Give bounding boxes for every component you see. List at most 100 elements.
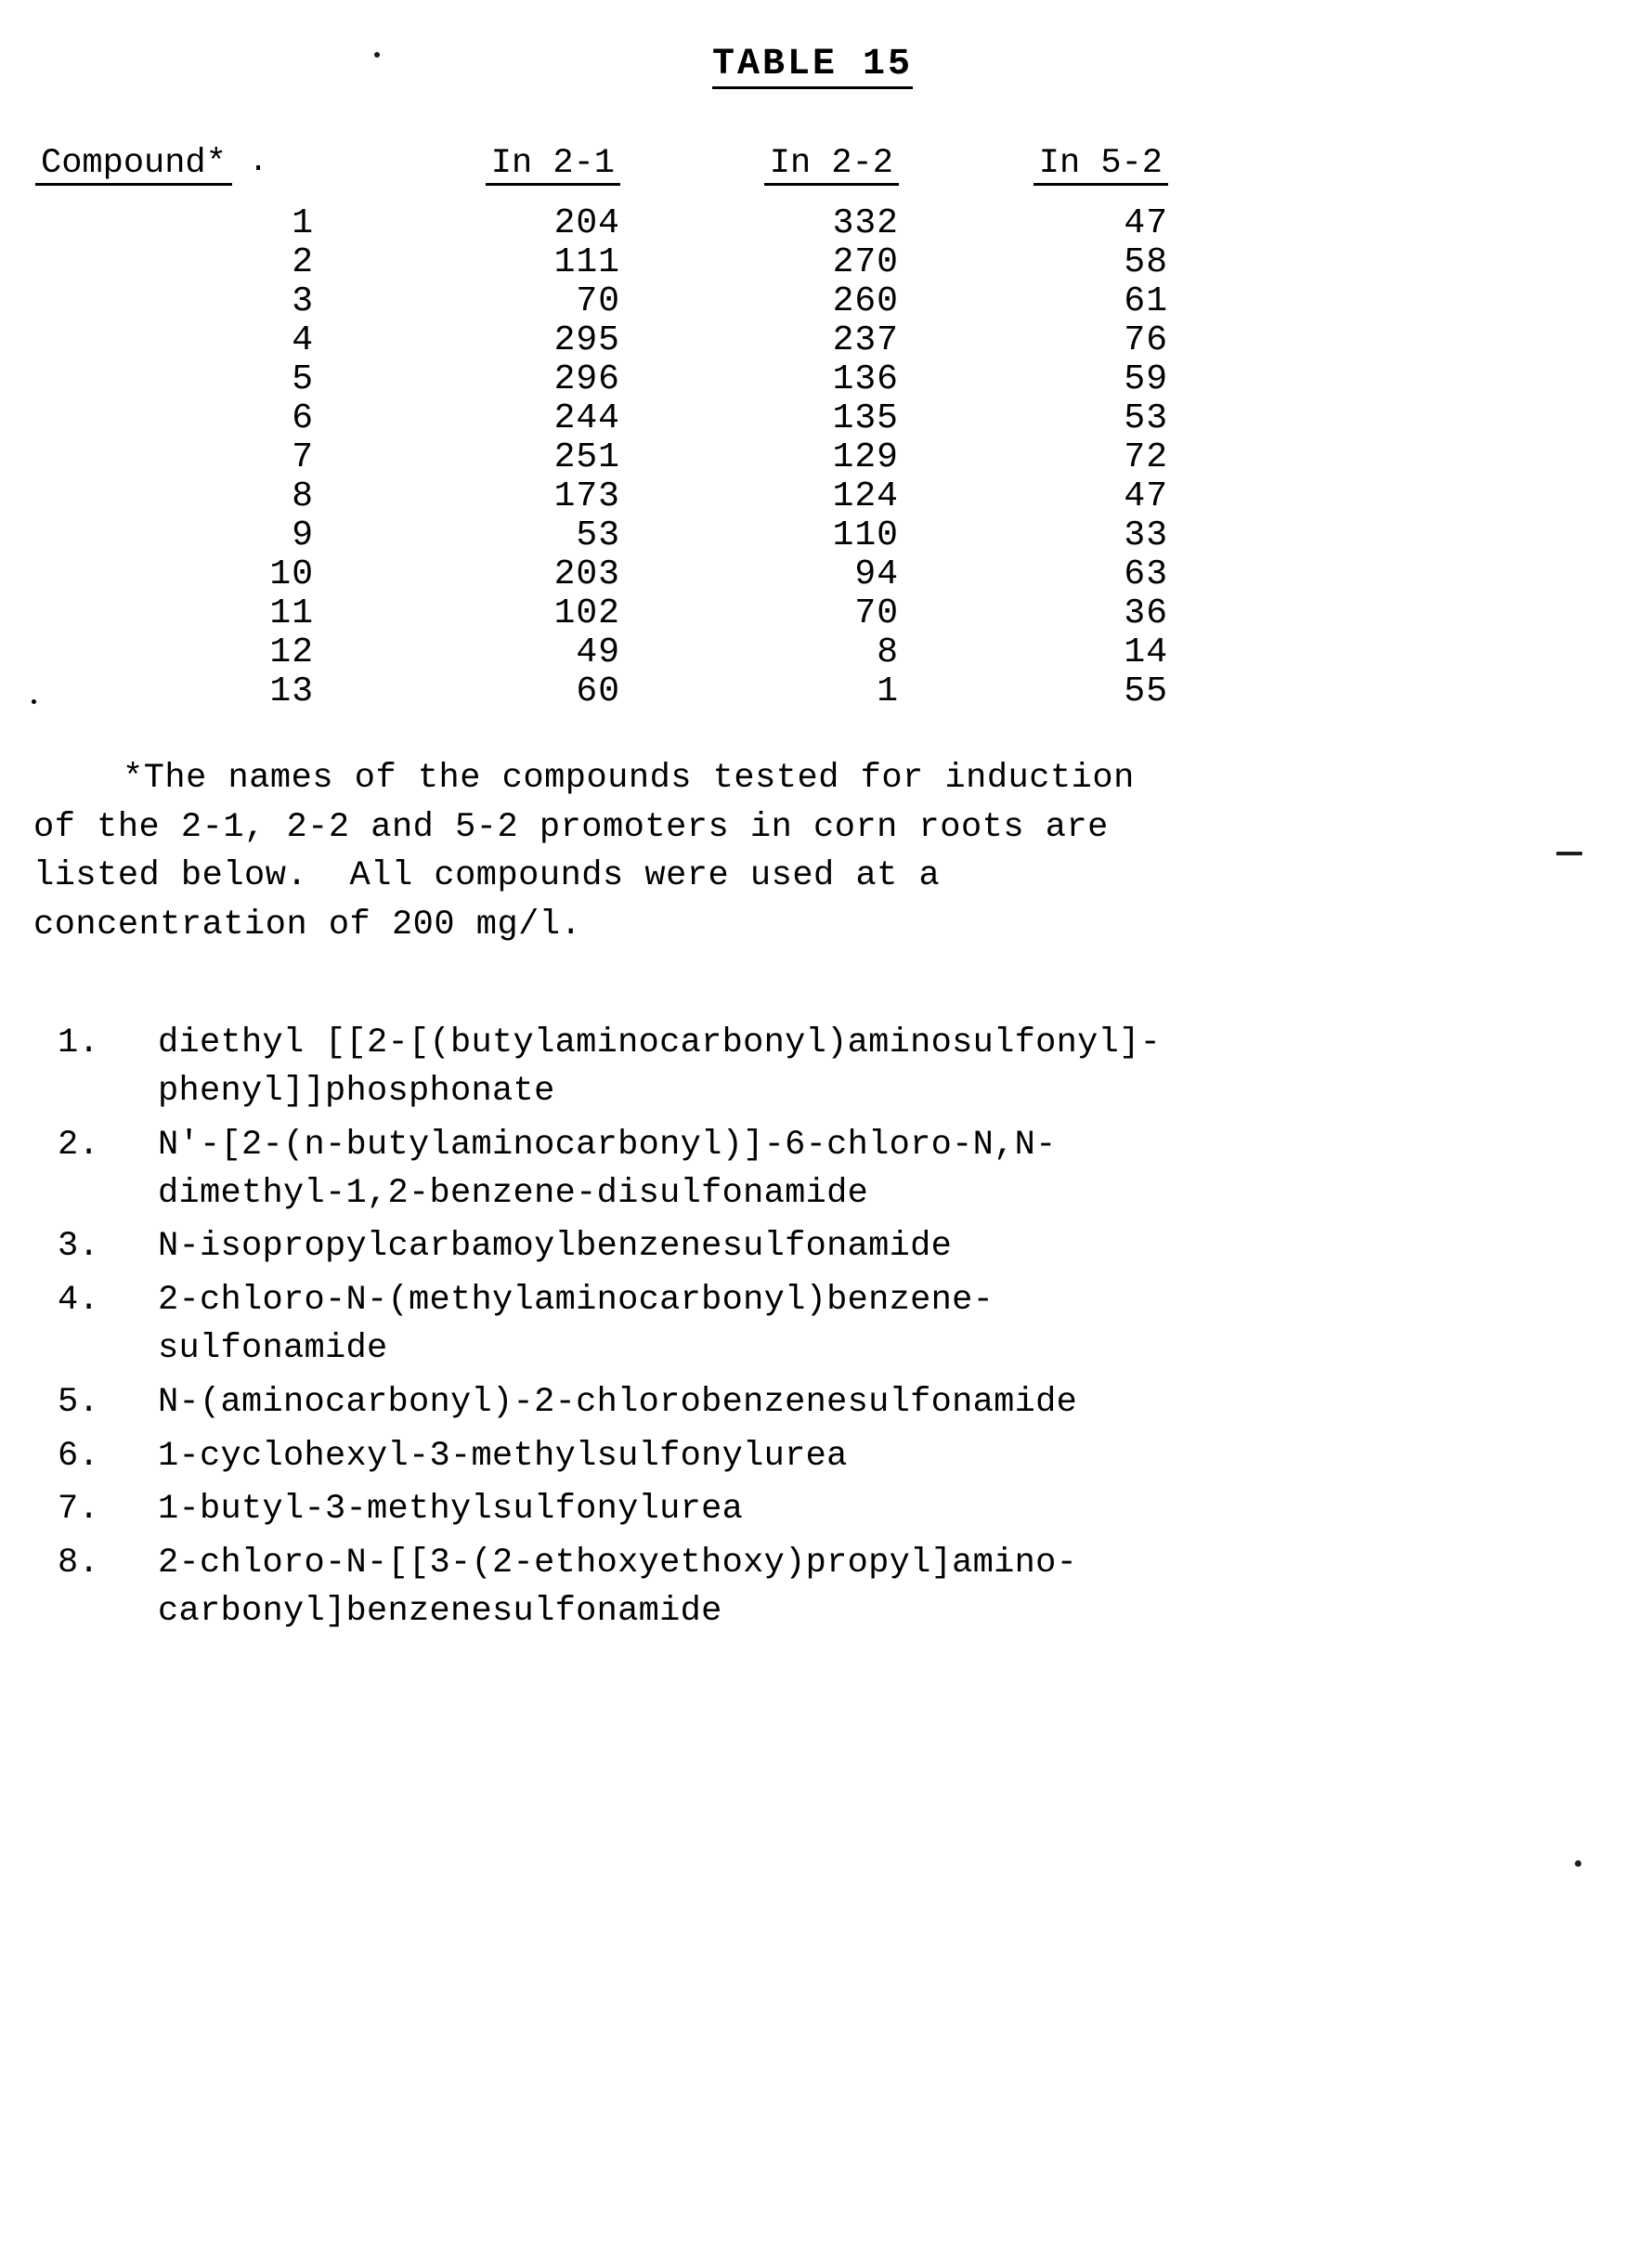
scan-artifact-speck (374, 52, 380, 58)
table-row: 529613659 (35, 360, 1168, 399)
cell-compound-id: 9 (35, 516, 314, 555)
list-item-line: 1-cyclohexyl-3-methylsulfonylurea (158, 1433, 1625, 1481)
cell-in-2-2: 270 (620, 243, 899, 282)
list-item-number: 5. (58, 1379, 158, 1427)
column-header-compound: Compound*. (35, 147, 314, 189)
cell-in-2-2: 135 (620, 399, 899, 438)
list-item-body: 1-cyclohexyl-3-methylsulfonylurea (158, 1433, 1625, 1481)
cell-compound-id: 13 (35, 672, 314, 711)
list-item: 1.diethyl [[2-[(butylaminocarbonyl)amino… (58, 1020, 1625, 1116)
list-item: 3.N-isopropylcarbamoylbenzenesulfonamide (58, 1223, 1625, 1271)
cell-compound-id: 7 (35, 438, 314, 477)
column-header-in-2-1-label: In 2-1 (486, 147, 620, 186)
footnote-line: of the 2-1, 2-2 and 5-2 promoters in cor… (33, 803, 1588, 853)
list-item-body: diethyl [[2-[(butylaminocarbonyl)aminosu… (158, 1020, 1625, 1116)
table-row: 1360155 (35, 672, 1168, 711)
cell-in-2-1: 173 (314, 477, 620, 516)
cell-in-2-1: 244 (314, 399, 620, 438)
list-item: 8.2-chloro-N-[[3-(2-ethoxyethoxy)propyl]… (58, 1540, 1625, 1636)
cell-compound-id: 2 (35, 243, 314, 282)
table-body: 1204332472111270583702606142952377652961… (35, 189, 1168, 711)
title-row: TABLE 15 (0, 45, 1625, 89)
list-item-line: diethyl [[2-[(butylaminocarbonyl)aminosu… (158, 1020, 1625, 1068)
table-row: 429523776 (35, 321, 1168, 360)
cell-in-5-2: 59 (899, 360, 1168, 399)
cell-in-5-2: 72 (899, 438, 1168, 477)
table-row: 95311033 (35, 516, 1168, 555)
list-item-line: 2-chloro-N-[[3-(2-ethoxyethoxy)propyl]am… (158, 1540, 1625, 1588)
column-header-in-5-2: In 5-2 (899, 147, 1168, 189)
table-footnote: *The names of the compounds tested for i… (0, 754, 1625, 949)
cell-in-2-1: 49 (314, 633, 620, 672)
list-item: 4.2-chloro-N-(methylaminocarbonyl)benzen… (58, 1277, 1625, 1374)
cell-in-5-2: 36 (899, 594, 1168, 633)
cell-in-5-2: 58 (899, 243, 1168, 282)
list-item: 5.N-(aminocarbonyl)-2-chlorobenzenesulfo… (58, 1379, 1625, 1427)
cell-in-2-2: 136 (620, 360, 899, 399)
list-item-line: N'-[2-(n-butylaminocarbonyl)]-6-chloro-N… (158, 1122, 1625, 1170)
cell-in-5-2: 47 (899, 477, 1168, 516)
cell-compound-id: 11 (35, 594, 314, 633)
cell-in-2-1: 296 (314, 360, 620, 399)
cell-in-5-2: 47 (899, 189, 1168, 243)
list-item-line: sulfonamide (158, 1325, 1625, 1374)
cell-in-2-2: 260 (620, 282, 899, 321)
results-table-wrap: Compound*. In 2-1 In 2-2 In 5-2 12043324… (0, 147, 1625, 711)
cell-in-2-1: 111 (314, 243, 620, 282)
list-item: 6.1-cyclohexyl-3-methylsulfonylurea (58, 1433, 1625, 1481)
footnote-line: listed below. All compounds were used at… (33, 852, 1588, 901)
cell-in-2-1: 70 (314, 282, 620, 321)
cell-in-5-2: 55 (899, 672, 1168, 711)
footnote-line: concentration of 200 mg/l. (33, 901, 1588, 950)
scan-artifact-speck (1575, 1860, 1581, 1867)
cell-compound-id: 8 (35, 477, 314, 516)
column-header-in-2-2-label: In 2-2 (764, 147, 899, 186)
list-item-line: carbonyl]benzenesulfonamide (158, 1588, 1625, 1636)
cell-compound-id: 6 (35, 399, 314, 438)
list-item-line: 1-butyl-3-methylsulfonylurea (158, 1486, 1625, 1534)
cell-in-5-2: 61 (899, 282, 1168, 321)
list-item-number: 4. (58, 1277, 158, 1325)
list-item-line: dimethyl-1,2-benzene-disulfonamide (158, 1170, 1625, 1219)
list-item-number: 2. (58, 1122, 158, 1170)
cell-in-5-2: 76 (899, 321, 1168, 360)
list-item-number: 7. (58, 1486, 158, 1534)
cell-in-5-2: 14 (899, 633, 1168, 672)
list-item-line: 2-chloro-N-(methylaminocarbonyl)benzene- (158, 1277, 1625, 1325)
cell-in-2-2: 94 (620, 555, 899, 594)
column-header-compound-label: Compound* (35, 147, 232, 186)
table-row: 111027036 (35, 594, 1168, 633)
list-item-number: 1. (58, 1020, 158, 1068)
cell-compound-id: 10 (35, 555, 314, 594)
list-item-body: 2-chloro-N-[[3-(2-ethoxyethoxy)propyl]am… (158, 1540, 1625, 1636)
list-item-body: 2-chloro-N-(methylaminocarbonyl)benzene-… (158, 1277, 1625, 1374)
column-header-in-2-1: In 2-1 (314, 147, 620, 189)
results-table: Compound*. In 2-1 In 2-2 In 5-2 12043324… (35, 147, 1168, 711)
cell-in-2-2: 8 (620, 633, 899, 672)
list-item-body: N-(aminocarbonyl)-2-chlorobenzenesulfona… (158, 1379, 1625, 1427)
cell-in-2-2: 124 (620, 477, 899, 516)
cell-in-5-2: 33 (899, 516, 1168, 555)
table-row: 817312447 (35, 477, 1168, 516)
list-item-body: 1-butyl-3-methylsulfonylurea (158, 1486, 1625, 1534)
list-item-number: 8. (58, 1540, 158, 1588)
cell-in-2-2: 129 (620, 438, 899, 477)
table-row: 120433247 (35, 189, 1168, 243)
document-page: TABLE 15 Compound*. In 2-1 In 2-2 In 5-2… (0, 45, 1625, 2268)
list-item-line: phenyl]]phosphonate (158, 1068, 1625, 1116)
list-item-body: N-isopropylcarbamoylbenzenesulfonamide (158, 1223, 1625, 1271)
cell-in-2-1: 60 (314, 672, 620, 711)
list-item-number: 3. (58, 1223, 158, 1271)
cell-compound-id: 3 (35, 282, 314, 321)
cell-in-2-2: 110 (620, 516, 899, 555)
table-header-row: Compound*. In 2-1 In 2-2 In 5-2 (35, 147, 1168, 189)
table-row: 37026061 (35, 282, 1168, 321)
cell-in-2-2: 237 (620, 321, 899, 360)
table-row: 1249814 (35, 633, 1168, 672)
list-item-body: N'-[2-(n-butylaminocarbonyl)]-6-chloro-N… (158, 1122, 1625, 1219)
stray-period-mark: . (249, 147, 267, 178)
list-item: 7.1-butyl-3-methylsulfonylurea (58, 1486, 1625, 1534)
cell-in-5-2: 63 (899, 555, 1168, 594)
list-item-number: 6. (58, 1433, 158, 1481)
table-row: 211127058 (35, 243, 1168, 282)
